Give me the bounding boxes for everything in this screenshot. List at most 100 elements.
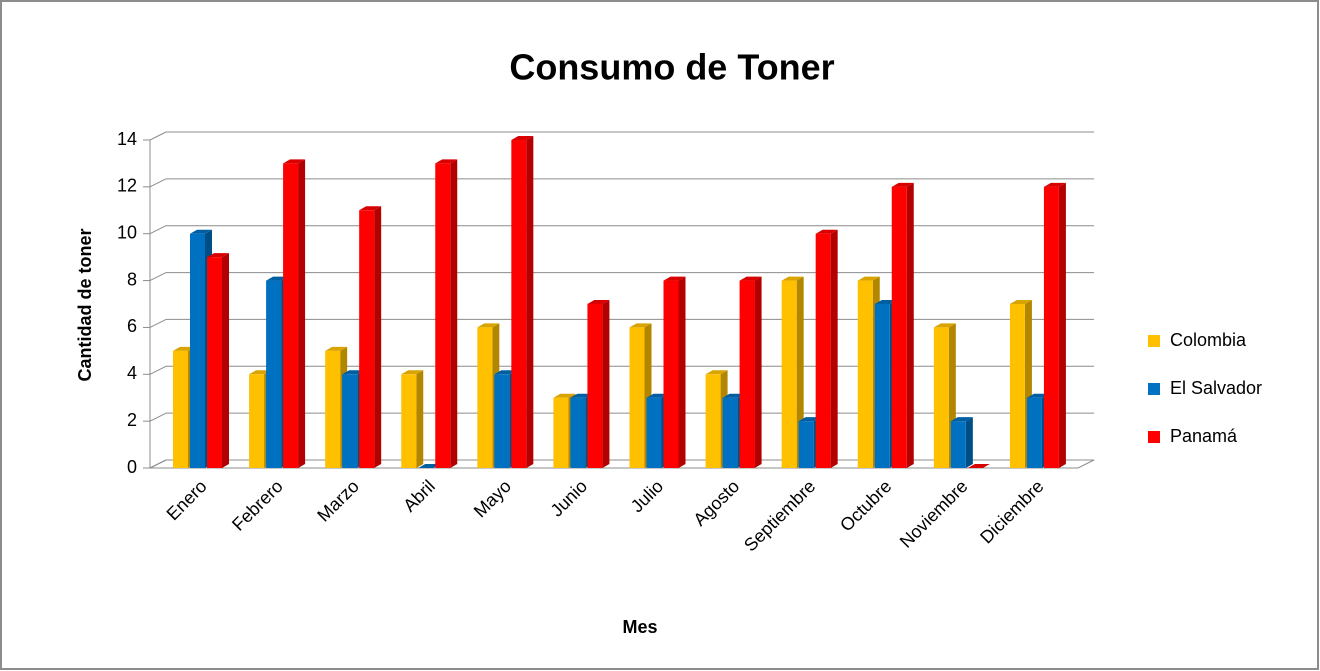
bar-side [678,276,686,468]
grid-line [149,131,167,141]
bar-top [570,393,593,398]
bar [570,397,586,468]
bar-top [325,346,348,351]
bar [950,421,966,468]
grid-line [149,225,167,235]
bar [173,350,188,468]
bar-top [249,370,272,375]
bar-top [266,276,289,281]
bar-top [722,393,745,398]
bar-top [477,323,500,328]
bar [891,186,907,468]
grid-line [149,318,167,328]
bar-side [298,159,306,468]
bar [629,327,645,468]
bar [249,374,265,468]
bar-top [1026,393,1049,398]
bar-top [587,300,610,304]
bar [342,374,358,468]
y-tick-label: 10 [117,222,137,242]
bar-top [418,464,441,468]
bar-side [416,370,424,468]
bar-top [891,182,914,187]
bar-top [401,370,424,375]
bar-top [1043,182,1066,187]
bar [494,374,510,468]
bar-top [933,323,956,328]
grid-line [149,459,167,469]
bar-top [1009,300,1032,304]
legend-swatch [1148,383,1160,395]
bar-top [511,136,534,140]
legend-swatch [1148,431,1160,443]
bar [359,210,375,469]
legend-label: El Salvador [1170,378,1262,398]
bar-side [754,276,762,468]
bar-top [494,370,517,375]
bar-top [739,276,762,281]
legend-label: Colombia [1170,330,1247,350]
bar-top [553,393,576,398]
bar-side [965,417,973,468]
bar-side [222,253,229,468]
bar-top [798,417,821,422]
bar [190,233,205,468]
bar [1026,397,1042,468]
bar [325,350,341,468]
bar-top [342,370,365,375]
y-tick-label: 8 [127,269,137,289]
bar [705,374,721,468]
bar-top [874,300,897,304]
chart-title: Consumo de Toner [509,47,834,88]
y-tick-label: 12 [117,176,137,196]
bar [283,163,299,468]
grid-line [149,178,167,188]
bar [477,327,493,468]
y-tick-label: 14 [117,129,137,149]
bar [781,280,797,468]
grid-line [149,412,167,422]
bar-top [781,276,804,281]
bar-top [359,206,382,211]
bar [207,257,222,468]
bar-top [950,417,973,422]
bar [646,397,662,468]
bar-top [967,464,990,468]
bar-top [857,276,880,281]
bar [401,374,417,468]
y-tick-label: 6 [127,316,137,336]
bar-top [663,276,686,281]
bar [511,140,527,468]
bar [663,280,679,468]
bar [587,304,603,468]
bar-side [1058,182,1066,468]
bar-top [815,229,838,234]
y-tick-label: 0 [127,457,137,477]
bar-side [602,300,610,468]
bar-side [526,136,534,468]
bar-top [705,370,728,375]
bar [1043,186,1059,468]
bar [553,397,569,468]
legend-swatch [1148,335,1160,347]
y-tick-label: 4 [127,363,137,383]
bar [1009,304,1025,468]
bar-top [283,159,306,164]
bar [266,280,282,468]
bar [874,304,890,468]
legend-label: Panamá [1170,426,1238,446]
bar [739,280,755,468]
bar-side [830,229,838,468]
bar-side [450,159,458,468]
y-tick-label: 2 [127,410,137,430]
bar [798,421,814,468]
bar [435,163,451,468]
bar-top [646,393,669,398]
bar [933,327,949,468]
bar-top [629,323,652,328]
grid-line [149,365,167,375]
x-axis-title: Mes [622,617,657,637]
bar [815,233,831,468]
bar-top [207,253,229,258]
